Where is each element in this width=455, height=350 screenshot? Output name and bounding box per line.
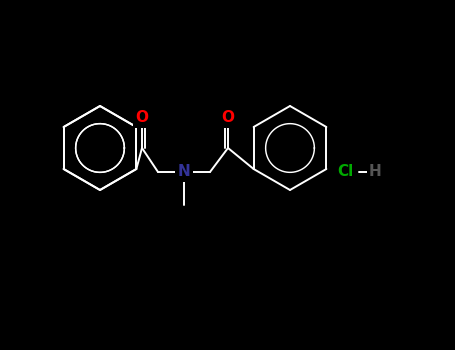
- Text: H: H: [369, 164, 381, 180]
- Text: N: N: [177, 164, 190, 180]
- Text: Cl: Cl: [337, 164, 353, 180]
- Text: O: O: [136, 111, 148, 126]
- Text: O: O: [222, 111, 234, 126]
